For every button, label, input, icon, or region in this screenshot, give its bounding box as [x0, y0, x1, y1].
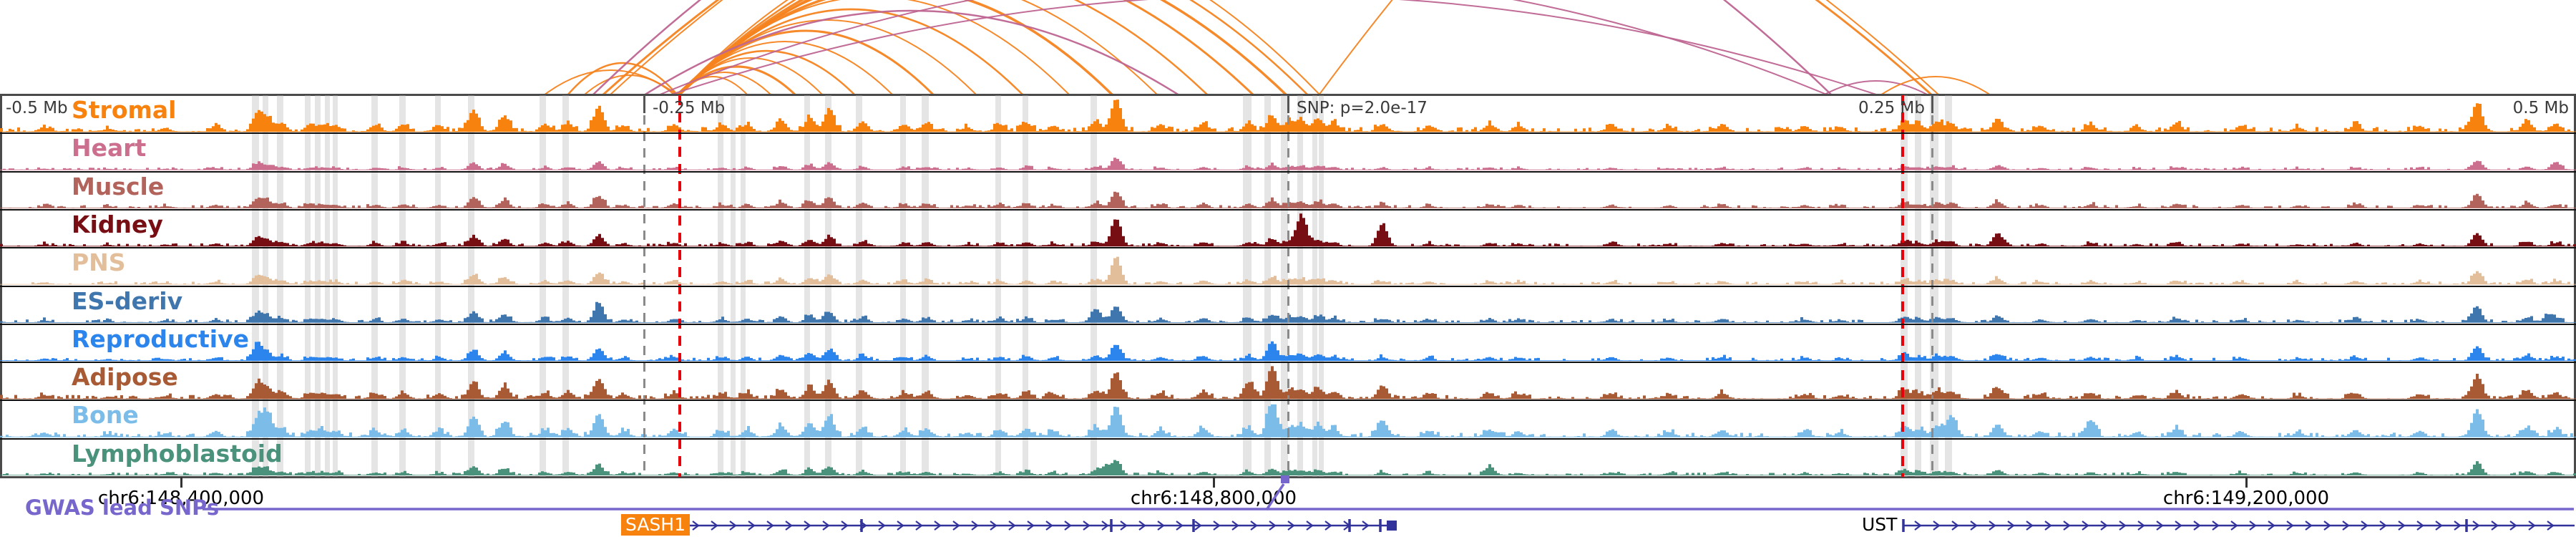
genome-browser-figure: -0.5 Mb -0.25 Mb SNP: p=2.0e-17 0.25 Mb 0.5 …: [0, 0, 2576, 537]
exon-tick: [1379, 519, 1382, 532]
exon-tick: [1192, 519, 1195, 532]
axis-tick-label: 0.25 Mb: [1858, 99, 1925, 117]
gwas-lead-snps-label: GWAS lead SNPs: [25, 495, 219, 520]
exon-tick: [860, 519, 863, 532]
axis-tick-label: 0.5 Mb: [2513, 99, 2569, 117]
track-separator: [0, 324, 2576, 325]
axis-tick: [643, 95, 645, 113]
track-separator: [0, 286, 2576, 287]
axis-tick-label: SNP: p=2.0e-17: [1297, 99, 1428, 117]
track-label-muscle: Muscle: [72, 173, 164, 200]
track-separator: [0, 209, 2576, 211]
track-label-bone: Bone: [72, 401, 139, 429]
track-separator: [0, 400, 2576, 401]
exon-tick: [1348, 519, 1351, 532]
exon-tick: [1902, 519, 1905, 532]
gene-end-exon: [1387, 521, 1397, 531]
axis-tick: [1931, 95, 1933, 113]
ref-dashed-line: [643, 115, 646, 477]
axis-tick-label: -0.25 Mb: [653, 99, 725, 117]
gene-label-UST: UST: [1862, 514, 1897, 536]
track-label-reproductive: Reproductive: [72, 325, 249, 353]
track-separator: [0, 362, 2576, 363]
exon-tick: [2465, 519, 2468, 532]
track-label-adipose: Adipose: [72, 363, 178, 391]
track-label-es-deriv: ES-deriv: [72, 287, 182, 315]
axis-tick-label: -0.5 Mb: [6, 99, 68, 117]
track-label-lymphoblastoid: Lymphoblastoid: [72, 440, 283, 468]
track-label-heart: Heart: [72, 134, 146, 162]
lead-snp-pointer: [1267, 484, 1284, 510]
track-separator: [0, 132, 2576, 134]
gene-label-SASH1: SASH1: [621, 514, 690, 536]
track-separator: [0, 247, 2576, 248]
track-separator: [0, 171, 2576, 173]
track-label-kidney: Kidney: [72, 211, 163, 238]
ref-dashed-line: [1931, 115, 1934, 477]
track-label-stromal: Stromal: [72, 96, 176, 124]
track-label-pns: PNS: [72, 248, 126, 276]
ref-dashed-line: [1287, 115, 1290, 477]
track-separator: [0, 438, 2576, 440]
axis-tick: [1287, 95, 1289, 113]
exon-tick: [1110, 519, 1113, 532]
